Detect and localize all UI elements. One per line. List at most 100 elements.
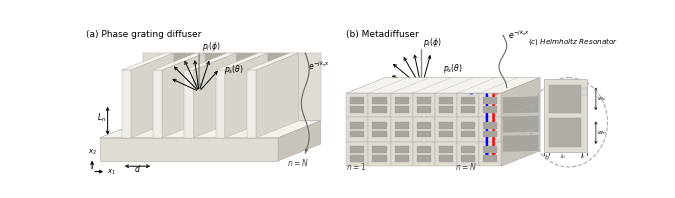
Text: (a) Phase grating diffuser: (a) Phase grating diffuser [86, 30, 201, 39]
Polygon shape [461, 97, 475, 104]
Polygon shape [395, 146, 409, 153]
Polygon shape [457, 142, 479, 166]
Polygon shape [416, 146, 431, 153]
Polygon shape [395, 97, 409, 104]
Polygon shape [184, 70, 194, 138]
Polygon shape [215, 53, 267, 70]
Polygon shape [483, 130, 497, 137]
Polygon shape [350, 122, 364, 129]
Text: $n=N$: $n=N$ [288, 157, 309, 168]
Text: $d$: $d$ [134, 163, 141, 174]
Polygon shape [502, 78, 540, 166]
Text: $(c)$ Helmholtz Resonator: $(c)$ Helmholtz Resonator [528, 35, 618, 47]
Polygon shape [461, 122, 475, 129]
Polygon shape [346, 117, 369, 142]
Polygon shape [131, 53, 173, 138]
Text: $e^{-jk_x x}$: $e^{-jk_x x}$ [508, 29, 529, 41]
Polygon shape [267, 53, 290, 121]
Polygon shape [439, 130, 453, 137]
Polygon shape [153, 70, 163, 138]
Text: $n=1$: $n=1$ [346, 161, 367, 172]
Polygon shape [346, 93, 369, 117]
Polygon shape [479, 93, 502, 117]
Polygon shape [278, 121, 321, 161]
Polygon shape [173, 53, 196, 121]
Polygon shape [457, 117, 479, 142]
Polygon shape [346, 142, 369, 166]
Polygon shape [153, 53, 205, 70]
Text: (b) Metadiffuser: (b) Metadiffuser [346, 30, 419, 39]
Polygon shape [184, 53, 236, 70]
Polygon shape [412, 93, 435, 117]
Polygon shape [461, 155, 475, 162]
Polygon shape [435, 93, 457, 117]
Polygon shape [247, 70, 256, 138]
Text: $a$: $a$ [507, 98, 513, 107]
Polygon shape [225, 53, 267, 138]
Polygon shape [439, 155, 453, 162]
Polygon shape [122, 70, 131, 138]
Polygon shape [391, 117, 412, 142]
Polygon shape [194, 53, 236, 138]
Polygon shape [350, 146, 364, 153]
Text: $e^{jk_x x}$: $e^{jk_x x}$ [494, 88, 508, 98]
Polygon shape [416, 122, 431, 129]
Polygon shape [483, 106, 497, 113]
Polygon shape [350, 155, 364, 162]
Text: $l_c$: $l_c$ [580, 152, 587, 161]
Polygon shape [416, 97, 431, 104]
Polygon shape [205, 53, 227, 121]
Polygon shape [346, 78, 540, 93]
Polygon shape [483, 155, 497, 162]
Polygon shape [142, 53, 321, 121]
Polygon shape [503, 135, 539, 151]
Polygon shape [247, 53, 299, 70]
Polygon shape [416, 155, 431, 162]
Polygon shape [483, 122, 497, 129]
Text: $n=N$: $n=N$ [455, 161, 477, 172]
Polygon shape [100, 121, 321, 138]
Text: $x_2$: $x_2$ [88, 148, 97, 157]
Polygon shape [435, 117, 457, 142]
Polygon shape [350, 106, 364, 113]
Polygon shape [483, 97, 497, 104]
Polygon shape [373, 155, 387, 162]
Polygon shape [236, 53, 259, 121]
Polygon shape [412, 117, 435, 142]
Polygon shape [412, 142, 435, 166]
Polygon shape [395, 130, 409, 137]
Text: $w_n$: $w_n$ [597, 129, 607, 137]
Polygon shape [461, 106, 475, 113]
Polygon shape [439, 106, 453, 113]
Polygon shape [395, 155, 409, 162]
Polygon shape [435, 142, 457, 166]
Text: $e^{-jk_x x}$: $e^{-jk_x x}$ [469, 88, 486, 98]
Polygon shape [416, 106, 431, 113]
Text: $p_s(\theta)$: $p_s(\theta)$ [224, 63, 244, 76]
Polygon shape [373, 97, 387, 104]
Polygon shape [461, 130, 475, 137]
Text: $l_n$: $l_n$ [560, 152, 566, 161]
Polygon shape [350, 97, 364, 104]
Polygon shape [373, 122, 387, 129]
Polygon shape [369, 142, 391, 166]
Polygon shape [582, 89, 587, 95]
Polygon shape [163, 53, 205, 138]
Polygon shape [369, 117, 391, 142]
Polygon shape [503, 116, 539, 132]
Polygon shape [439, 97, 453, 104]
Polygon shape [373, 130, 387, 137]
Text: $L_n$: $L_n$ [97, 112, 106, 124]
Polygon shape [549, 118, 581, 147]
Polygon shape [439, 146, 453, 153]
Polygon shape [457, 93, 479, 117]
Polygon shape [350, 130, 364, 137]
Polygon shape [439, 122, 453, 129]
Polygon shape [479, 117, 502, 142]
Polygon shape [461, 146, 475, 153]
Text: $p_i(\phi)$: $p_i(\phi)$ [423, 36, 442, 49]
Polygon shape [369, 93, 391, 117]
Text: $p_s(\theta)$: $p_s(\theta)$ [443, 62, 463, 75]
Polygon shape [256, 53, 299, 138]
Polygon shape [544, 79, 587, 152]
